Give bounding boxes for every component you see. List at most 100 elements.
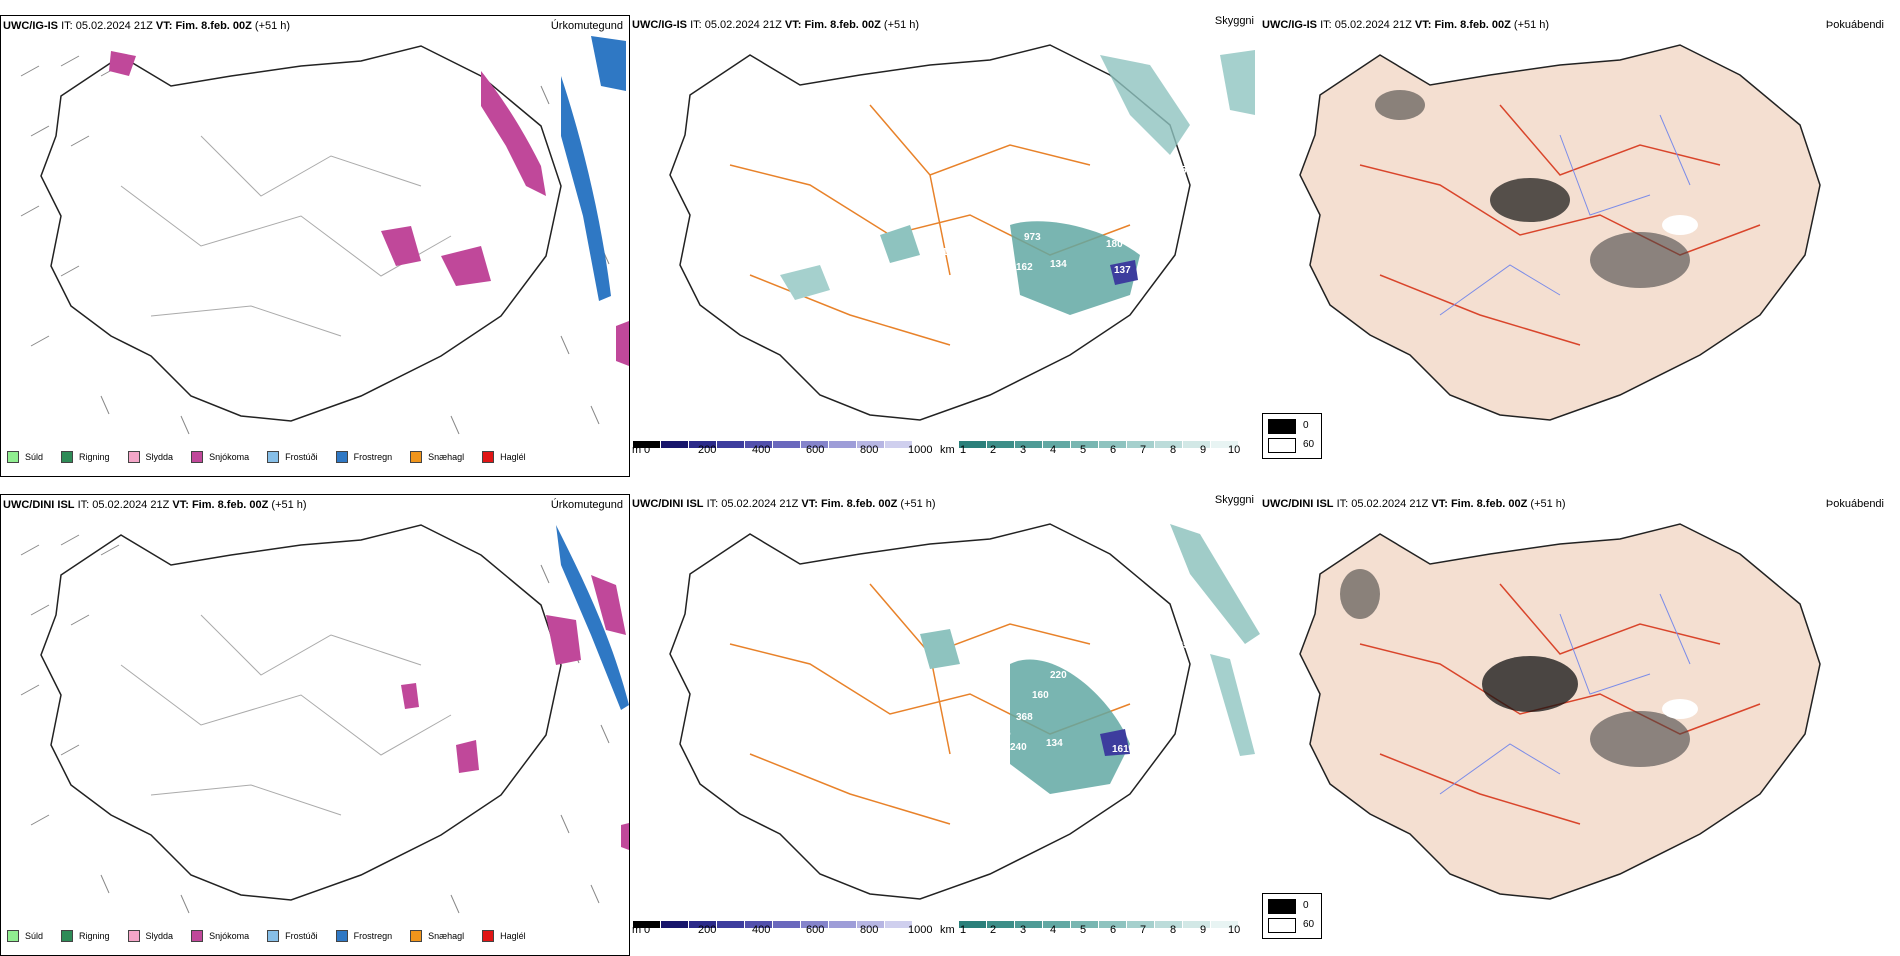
rivers — [1439, 593, 1691, 795]
legend-item: Rigning — [61, 451, 110, 463]
legend-swatch — [335, 930, 348, 942]
height-label: 973 — [1024, 232, 1041, 243]
fog-panel-r2: UWC/DINI ISL IT: 05.02.2024 21Z VT: Fim.… — [1260, 494, 1890, 956]
legend-item: Snjókoma — [191, 930, 249, 942]
legend-item: Haglél — [482, 451, 526, 463]
visibility-map: 38 235 82 220 160 368 296 240 134 161 — [669, 523, 1260, 900]
visibility-areas — [920, 524, 1260, 794]
iceland-outline — [40, 45, 562, 422]
fog-legend-black — [1268, 419, 1296, 434]
panel-title: Þokuábendi — [1825, 498, 1884, 510]
height-label: 240 — [1010, 742, 1027, 753]
height-label: 160 — [1032, 690, 1049, 701]
iceland-outline — [669, 523, 1191, 900]
legend-item: Frostúði — [267, 451, 318, 463]
legend-item: Súld — [7, 451, 43, 463]
height-label: 134 — [1046, 738, 1063, 749]
visibility-areas — [780, 50, 1255, 315]
legend-item: Haglél — [482, 930, 526, 942]
roads — [1359, 104, 1761, 346]
rivers — [1439, 114, 1691, 316]
legend-swatch — [267, 451, 280, 463]
colorbar-segments — [958, 915, 1258, 933]
precip-areas — [109, 36, 629, 366]
panel-header: UWC/IG-IS IT: 05.02.2024 21Z VT: Fim. 8.… — [1262, 19, 1550, 31]
colorbar-segments — [632, 435, 932, 453]
legend-swatch — [61, 930, 74, 942]
panel-title: Úrkomutegund — [550, 499, 623, 511]
panel-title: Skyggni — [1214, 15, 1254, 27]
iceland-outline — [40, 524, 562, 901]
height-colorbar-r2: m 0 200 400 600 800 1000 — [632, 915, 932, 936]
legend-item: Frostregn — [335, 930, 392, 942]
height-colorbar-r1: m 0 200 400 600 800 1000 — [632, 435, 932, 456]
legend-swatch — [7, 930, 19, 942]
height-label: 184 — [1042, 212, 1059, 223]
legend-swatch — [191, 451, 204, 463]
visibility-panel-r2: UWC/DINI ISL IT: 05.02.2024 21Z VT: Fim.… — [630, 494, 1260, 956]
visibility-colorbar-r2: km 1 2 3 4 5 6 7 8 9 10 — [940, 915, 1258, 936]
height-label: 235 — [1172, 640, 1189, 651]
panel-header: UWC/DINI ISL IT: 05.02.2024 21Z VT: Fim.… — [3, 499, 307, 511]
legend-item: Súld — [7, 930, 43, 942]
legend-item: Snjókoma — [191, 451, 249, 463]
visibility-panel-r1: UWC/IG-IS IT: 05.02.2024 21Z VT: Fim. 8.… — [630, 15, 1260, 477]
iceland-fill — [1299, 523, 1821, 900]
height-label: 38 — [1152, 620, 1164, 631]
fog-panel-r1: UWC/IG-IS IT: 05.02.2024 21Z VT: Fim. 8.… — [1260, 15, 1890, 477]
height-label: 137 — [1114, 265, 1131, 276]
precip-areas — [401, 525, 629, 850]
height-label: 22 — [1146, 140, 1158, 151]
precip-map — [20, 36, 629, 435]
legend-swatch — [127, 451, 140, 463]
precip-legend: Súld Rigning Slydda Snjókoma Frostúði Fr… — [7, 451, 526, 463]
height-label: 296 — [994, 728, 1011, 739]
roads — [729, 583, 1131, 825]
legend-swatch — [61, 451, 74, 463]
panel-title: Þokuábendi — [1825, 19, 1884, 31]
legend-swatch — [191, 930, 204, 942]
height-label: 135 — [1170, 165, 1187, 176]
legend-swatch — [7, 451, 19, 463]
fog-map — [1299, 44, 1821, 421]
height-label: 263 — [992, 251, 1009, 262]
legend-swatch — [410, 451, 423, 463]
visibility-map: 22 135 184 973 184 263 162 134 180 137 — [669, 44, 1255, 421]
legend-item: Snæhagl — [410, 930, 464, 942]
fog-legend-white — [1268, 438, 1296, 453]
height-label: 161 — [1112, 744, 1129, 755]
legend-swatch — [335, 451, 348, 463]
legend-item: Snæhagl — [410, 451, 464, 463]
roads — [120, 614, 452, 816]
precip-legend: Súld Rigning Slydda Snjókoma Frostúði Fr… — [7, 930, 526, 942]
legend-swatch — [482, 451, 495, 463]
height-label: 180 — [1106, 239, 1123, 250]
wind-barbs — [20, 534, 610, 914]
panel-header: UWC/IG-IS IT: 05.02.2024 21Z VT: Fim. 8.… — [3, 20, 291, 32]
height-label: 220 — [1050, 670, 1067, 681]
precip-type-panel-r2: UWC/DINI ISL IT: 05.02.2024 21Z VT: Fim.… — [0, 494, 630, 956]
precip-type-panel-r1: UWC/IG-IS IT: 05.02.2024 21Z VT: Fim. 8.… — [0, 15, 630, 477]
colorbar-segments — [632, 915, 932, 933]
legend-item: Slydda — [127, 930, 173, 942]
height-label: 184 — [942, 247, 959, 258]
fog-legend-white — [1268, 918, 1296, 933]
legend-item: Rigning — [61, 930, 110, 942]
legend-swatch — [267, 930, 280, 942]
panel-header: UWC/DINI ISL IT: 05.02.2024 21Z VT: Fim.… — [1262, 498, 1566, 510]
legend-swatch — [410, 930, 423, 942]
height-label: 134 — [1050, 259, 1067, 270]
iceland-fill — [1299, 44, 1821, 421]
panel-header: UWC/DINI ISL IT: 05.02.2024 21Z VT: Fim.… — [632, 498, 936, 510]
legend-item: Frostúði — [267, 930, 318, 942]
panel-title: Skyggni — [1214, 494, 1254, 506]
panel-title: Úrkomutegund — [550, 20, 623, 32]
colorbar-segments — [958, 435, 1258, 453]
legend-item: Slydda — [127, 451, 173, 463]
height-label: 82 — [986, 654, 998, 665]
precip-map — [20, 524, 629, 914]
fog-areas — [1340, 569, 1698, 767]
fog-legend-r2: 0 60 — [1262, 893, 1322, 939]
fog-map — [1299, 523, 1821, 900]
legend-swatch — [127, 930, 140, 942]
